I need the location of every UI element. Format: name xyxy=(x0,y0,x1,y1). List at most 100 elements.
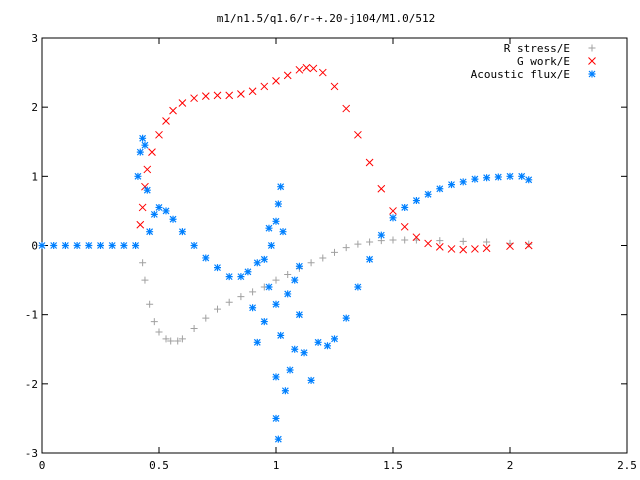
data-point xyxy=(190,241,199,250)
data-point xyxy=(96,241,105,250)
y-axis: -3 -2 -1 0 1 2 3 xyxy=(25,32,627,460)
data-point xyxy=(162,117,171,125)
data-point xyxy=(365,158,374,167)
y-tick-label: 3 xyxy=(31,32,38,45)
data-point xyxy=(119,241,129,250)
data-point xyxy=(178,99,187,108)
legend-marker-g-work xyxy=(588,57,596,65)
data-point xyxy=(271,217,281,226)
data-point xyxy=(388,213,398,222)
data-point xyxy=(400,235,409,244)
data-point xyxy=(271,414,281,423)
data-point xyxy=(435,242,444,251)
data-point xyxy=(524,240,533,249)
data-point xyxy=(260,82,269,91)
data-point xyxy=(285,365,295,375)
data-point xyxy=(267,241,276,250)
data-point xyxy=(318,68,327,77)
data-point xyxy=(482,238,491,247)
data-point xyxy=(281,386,290,395)
data-point xyxy=(330,334,339,343)
data-point xyxy=(276,331,285,340)
data-point xyxy=(213,91,222,100)
data-point xyxy=(72,241,82,250)
plot-area xyxy=(37,63,533,444)
data-point xyxy=(260,255,269,264)
data-point xyxy=(225,298,234,307)
data-point xyxy=(61,241,70,250)
data-point xyxy=(482,244,491,253)
data-point xyxy=(389,235,397,244)
data-point xyxy=(236,292,245,301)
data-point xyxy=(482,173,491,182)
data-point xyxy=(295,65,304,74)
x-tick-label: 0.5 xyxy=(149,459,169,472)
data-point xyxy=(299,348,309,357)
data-point xyxy=(161,206,171,216)
data-point xyxy=(145,300,154,309)
data-point xyxy=(517,172,526,181)
data-point xyxy=(283,71,292,80)
data-point xyxy=(190,94,199,103)
x-tick-label: 2 xyxy=(507,459,514,472)
data-point xyxy=(236,90,245,99)
data-point xyxy=(131,241,140,250)
data-point xyxy=(154,203,164,212)
data-point xyxy=(318,253,327,262)
data-point xyxy=(389,206,397,215)
legend-marker-acoustic-flux xyxy=(587,69,597,79)
data-point xyxy=(295,262,304,271)
data-point xyxy=(201,314,210,323)
data-point xyxy=(424,190,433,199)
x-tick-label: 0 xyxy=(39,459,46,472)
data-point xyxy=(459,177,468,186)
data-point xyxy=(264,282,274,292)
data-point xyxy=(271,300,281,309)
data-point xyxy=(365,238,374,247)
series-3 xyxy=(37,134,533,444)
data-point xyxy=(412,196,421,205)
data-point xyxy=(136,220,145,229)
data-point xyxy=(400,222,409,231)
series-2 xyxy=(136,63,533,254)
x-tick-label: 1.5 xyxy=(383,459,403,472)
data-point xyxy=(243,267,253,276)
data-point xyxy=(307,258,316,267)
data-point xyxy=(353,240,362,249)
data-point xyxy=(377,231,386,240)
data-point xyxy=(524,175,533,184)
data-point xyxy=(470,244,479,253)
data-point xyxy=(302,63,311,72)
data-point xyxy=(108,241,117,250)
data-point xyxy=(274,435,283,444)
data-point xyxy=(323,341,332,350)
data-point xyxy=(400,203,409,212)
data-point xyxy=(236,272,245,281)
data-point xyxy=(248,303,257,312)
data-point xyxy=(201,92,210,101)
data-point xyxy=(470,175,479,184)
data-point xyxy=(309,64,318,73)
data-point xyxy=(330,82,339,91)
data-point xyxy=(447,180,456,189)
data-point xyxy=(365,255,374,264)
data-point xyxy=(140,276,149,285)
x-tick-label: 1 xyxy=(273,459,280,472)
legend-marker-r-stress xyxy=(588,44,596,52)
data-point xyxy=(168,215,178,224)
data-point xyxy=(435,184,444,193)
data-point xyxy=(37,241,47,250)
data-point xyxy=(248,87,257,96)
data-point xyxy=(314,338,323,347)
data-point xyxy=(253,258,262,267)
chart-title: m1/n1.5/q1.6/r-+.20-j104/M1.0/512 xyxy=(217,12,436,25)
data-point xyxy=(459,237,468,246)
data-point xyxy=(225,91,234,100)
data-point xyxy=(424,239,433,248)
y-tick-label: -1 xyxy=(25,309,38,322)
data-point xyxy=(138,203,147,212)
data-point xyxy=(505,172,515,181)
data-point xyxy=(353,282,362,292)
y-tick-label: 0 xyxy=(31,240,38,253)
